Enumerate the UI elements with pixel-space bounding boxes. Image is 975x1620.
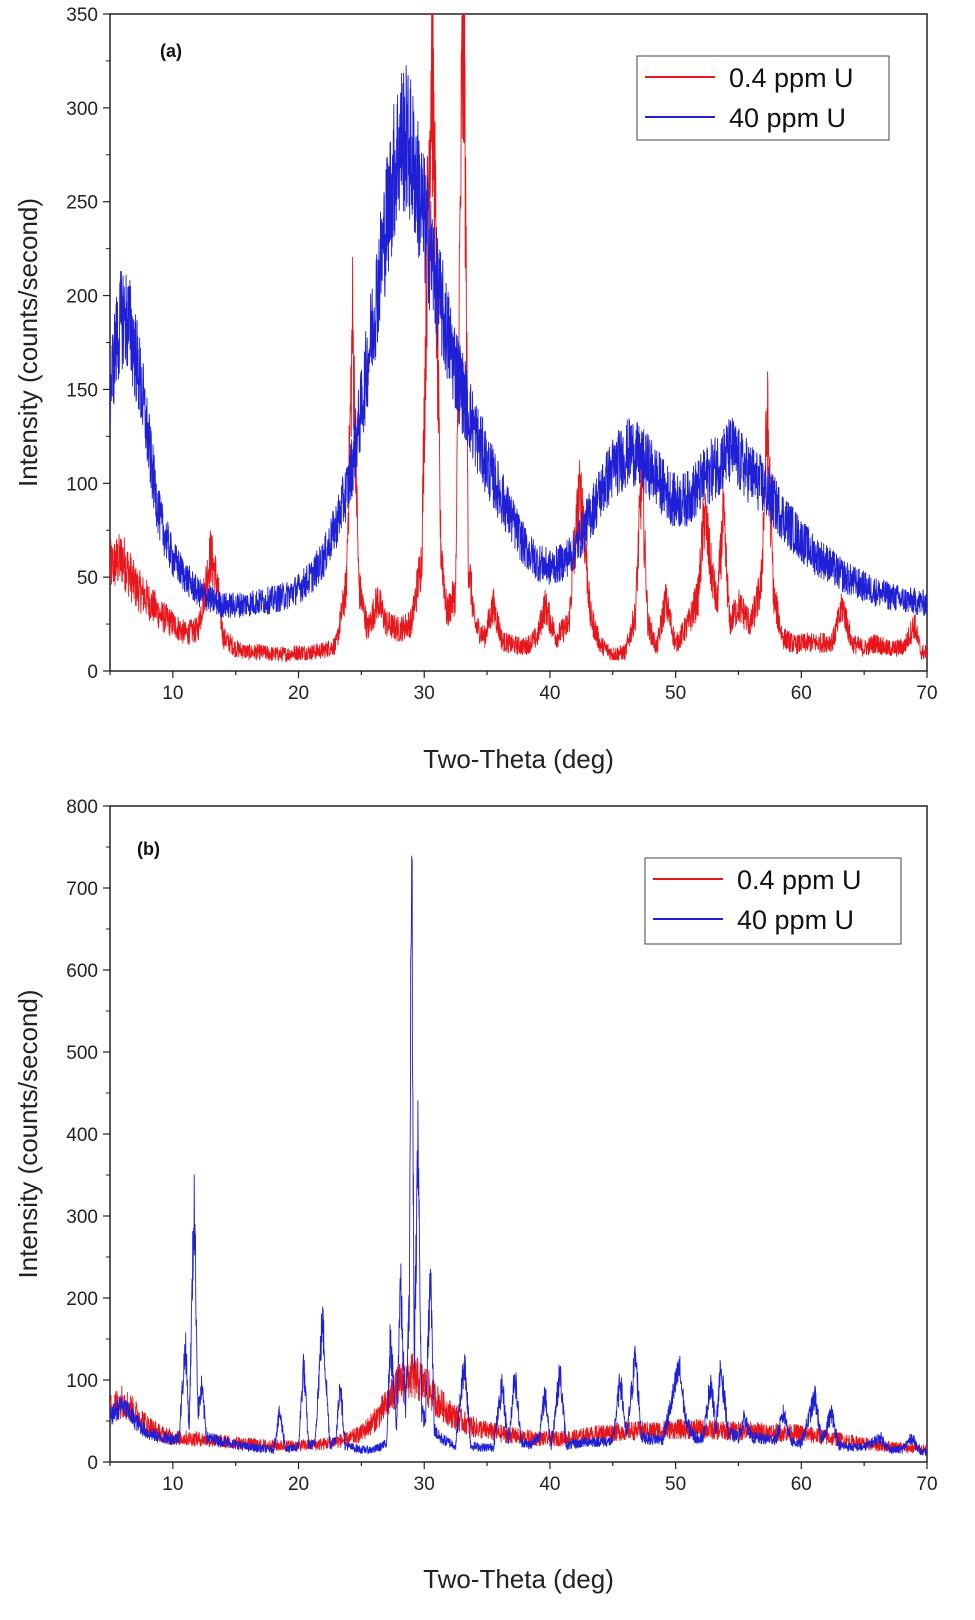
series-layer xyxy=(110,855,927,1456)
series-line-0-4-ppm-u xyxy=(110,14,927,662)
panel-label: (a) xyxy=(160,41,182,61)
panel-a: 10 20 30 40 50 60 70 0 50 100 150 200 250 300 350 (a)… xyxy=(13,5,938,774)
legend-label-0-4-ppm-u: 0.4 ppm U xyxy=(729,63,854,93)
x-tick-label: 10 xyxy=(162,683,183,704)
x-tick-label: 50 xyxy=(665,683,686,704)
y-tick-label: 200 xyxy=(66,1289,98,1310)
y-axis-title: Intensity (counts/second) xyxy=(13,989,43,1278)
x-axis-title: Two-Theta (deg) xyxy=(423,744,614,774)
x-tick-label: 20 xyxy=(288,1474,309,1495)
y-axis-ticks: 0 50 100 150 200 250 300 350 xyxy=(66,5,110,683)
x-tick-label: 70 xyxy=(916,1474,937,1495)
x-tick-label: 60 xyxy=(791,1474,812,1495)
y-tick-label: 300 xyxy=(66,1207,98,1228)
x-axis-ticks: 10 20 30 40 50 60 70 xyxy=(109,1462,938,1495)
legend-label-0-4-ppm-u: 0.4 ppm U xyxy=(737,865,862,895)
legend-box xyxy=(636,55,890,141)
y-tick-label: 250 xyxy=(66,193,98,214)
x-tick-label: 60 xyxy=(791,683,812,704)
series-line-40-ppm-u xyxy=(110,64,927,619)
y-tick-label: 350 xyxy=(66,5,98,26)
x-tick-label: 50 xyxy=(665,1474,686,1495)
x-tick-label: 40 xyxy=(539,1474,560,1495)
y-tick-label: 0 xyxy=(87,1453,98,1474)
x-tick-label: 10 xyxy=(162,1474,183,1495)
series-layer xyxy=(110,14,927,662)
x-axis-title: Two-Theta (deg) xyxy=(423,1564,614,1594)
y-axis-title: Intensity (counts/second) xyxy=(13,198,43,487)
y-tick-label: 100 xyxy=(66,474,98,495)
legend: 0.4 ppm U 40 ppm U xyxy=(644,857,902,945)
y-tick-label: 800 xyxy=(66,797,98,818)
y-tick-label: 400 xyxy=(66,1125,98,1146)
y-axis-ticks: 0 100 200 300 400 500 600 700 800 xyxy=(66,797,110,1474)
y-tick-label: 0 xyxy=(87,662,98,683)
y-tick-label: 600 xyxy=(66,961,98,982)
legend: 0.4 ppm U 40 ppm U xyxy=(636,55,890,141)
y-tick-label: 500 xyxy=(66,1043,98,1064)
x-tick-label: 30 xyxy=(414,1474,435,1495)
x-tick-label: 40 xyxy=(539,683,560,704)
legend-box xyxy=(644,857,902,945)
x-tick-label: 70 xyxy=(916,683,937,704)
legend-label-40-ppm-u: 40 ppm U xyxy=(729,103,846,133)
y-tick-label: 300 xyxy=(66,99,98,120)
legend-label-40-ppm-u: 40 ppm U xyxy=(737,905,854,935)
x-axis-ticks: 10 20 30 40 50 60 70 xyxy=(109,671,938,704)
panel-label: (b) xyxy=(137,839,160,859)
y-tick-label: 100 xyxy=(66,1371,98,1392)
x-tick-label: 30 xyxy=(414,683,435,704)
y-tick-label: 700 xyxy=(66,879,98,900)
y-tick-label: 200 xyxy=(66,287,98,308)
series-line-40-ppm-u xyxy=(110,855,927,1456)
y-tick-label: 150 xyxy=(66,380,98,401)
y-tick-label: 50 xyxy=(77,568,98,589)
x-tick-label: 20 xyxy=(288,683,309,704)
panel-b: 10 20 30 40 50 60 70 0 100 200 300 400 500 600 700 800… xyxy=(13,797,938,1594)
